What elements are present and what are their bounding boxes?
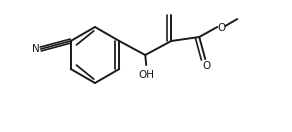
Text: OH: OH: [138, 70, 154, 80]
Text: O: O: [217, 23, 225, 33]
Text: O: O: [202, 61, 210, 71]
Text: N: N: [32, 44, 40, 54]
